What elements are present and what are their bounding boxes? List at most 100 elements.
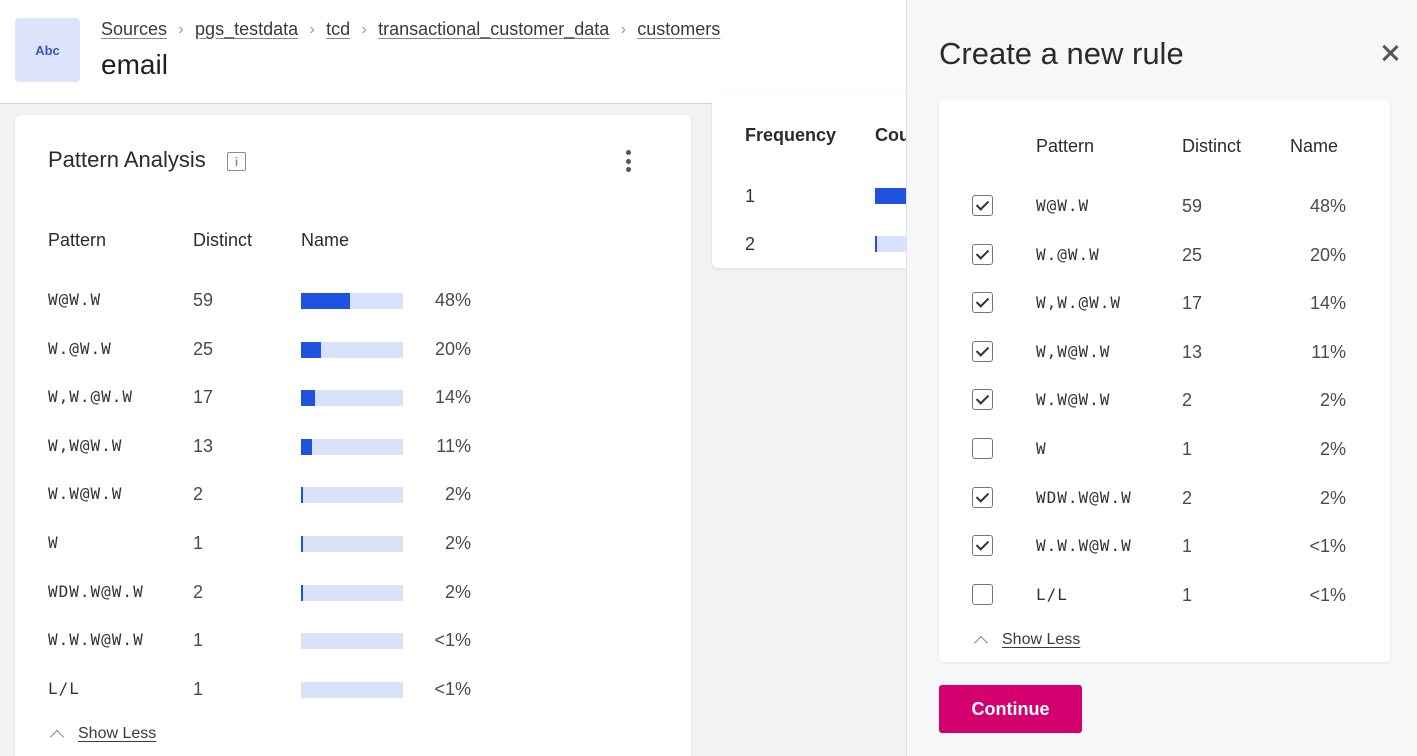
- percent-cell: 2%: [1319, 487, 1346, 508]
- chevron-up-icon: [973, 635, 989, 651]
- close-icon[interactable]: [1377, 40, 1403, 66]
- percent-bar-fill: [301, 438, 312, 455]
- pattern-cell: W.W@W.W: [48, 484, 123, 504]
- table-row: L/L 1 <1%: [15, 674, 691, 704]
- pattern-cell: W: [1036, 439, 1047, 458]
- row-checkbox[interactable]: [972, 486, 993, 508]
- percent-cell: 11%: [436, 435, 471, 456]
- column-header-pattern: Pattern: [1036, 136, 1095, 156]
- text-type-icon: Abc: [15, 18, 80, 82]
- pattern-cell: L/L: [48, 678, 80, 698]
- kebab-menu-icon[interactable]: [620, 148, 636, 174]
- percent-bar: [301, 487, 403, 504]
- table-row: W,W.@W.W 17 14%: [939, 288, 1390, 318]
- percent-cell: <1%: [1309, 536, 1346, 557]
- pattern-cell: W,W@W.W: [1036, 341, 1111, 361]
- create-rule-panel: Create a new rule Pattern Distinct Name …: [906, 0, 1417, 756]
- distinct-cell: 1: [193, 630, 204, 651]
- info-icon[interactable]: i: [227, 152, 246, 171]
- pattern-cell: W@W.W: [48, 290, 102, 309]
- percent-cell: 48%: [434, 290, 471, 310]
- table-row: W@W.W 59 48%: [15, 285, 691, 315]
- column-header-pattern: Pattern: [48, 230, 107, 250]
- table-row: WDW.W@W.W 2 2%: [15, 577, 691, 607]
- rule-pattern-card: Pattern Distinct Name W@W.W 59 48% W.@W.W 25…: [939, 99, 1390, 662]
- show-less-toggle[interactable]: Show Less: [48, 725, 157, 745]
- table-row: W,W.@W.W 17 14%: [15, 382, 691, 412]
- breadcrumb: Sources › pgs_testdata › tcd › transacti…: [101, 19, 720, 40]
- show-less-label: Show Less: [78, 725, 157, 742]
- card-title: Pattern Analysis: [48, 147, 206, 172]
- distinct-cell: 1: [193, 678, 204, 699]
- distinct-cell: 13: [1182, 341, 1203, 362]
- percent-bar-fill: [301, 536, 303, 552]
- pattern-cell: L/L: [1036, 584, 1068, 604]
- frequency-bar: [875, 188, 915, 204]
- distinct-cell: 1: [1182, 439, 1193, 459]
- percent-cell: <1%: [434, 678, 471, 699]
- table-row: W.W.W@W.W 1 <1%: [15, 625, 691, 655]
- breadcrumb-transactional-customer-data[interactable]: transactional_customer_data: [378, 19, 610, 39]
- breadcrumb-pgs-testdata[interactable]: pgs_testdata: [195, 19, 299, 39]
- breadcrumb-tcd[interactable]: tcd: [326, 19, 351, 39]
- pattern-cell: W: [48, 533, 59, 552]
- pattern-cell: WDW.W@W.W: [1036, 487, 1132, 507]
- column-header-count: Cou: [875, 125, 910, 145]
- row-checkbox[interactable]: [972, 389, 993, 411]
- distinct-cell: 59: [1182, 196, 1203, 216]
- column-header-distinct: Distinct: [193, 230, 253, 250]
- pattern-cell: W,W.@W.W: [48, 387, 134, 407]
- percent-bar: [301, 536, 403, 552]
- distinct-cell: 17: [193, 387, 214, 408]
- percent-bar-fill: [301, 487, 303, 504]
- row-checkbox[interactable]: [972, 340, 993, 362]
- show-less-label: Show Less: [1002, 631, 1081, 648]
- continue-button[interactable]: Continue: [939, 685, 1082, 733]
- percent-cell: 2%: [444, 533, 471, 553]
- percent-bar-fill: [301, 341, 321, 358]
- row-checkbox[interactable]: [972, 195, 993, 216]
- panel-title: Create a new rule: [939, 36, 1184, 71]
- pattern-cell: W.W.W@W.W: [1036, 536, 1132, 556]
- chevron-right-icon: ›: [361, 20, 367, 38]
- row-checkbox[interactable]: [972, 535, 993, 557]
- percent-bar: [301, 438, 403, 455]
- frequency-value: 1: [745, 186, 756, 206]
- table-row: W.W@W.W 2 2%: [15, 479, 691, 509]
- table-row: W,W@W.W 13 11%: [939, 337, 1390, 367]
- pattern-cell: W.W@W.W: [1036, 390, 1111, 410]
- row-checkbox[interactable]: [972, 243, 993, 265]
- percent-cell: <1%: [1309, 584, 1346, 605]
- pattern-cell: W.@W.W: [48, 338, 112, 358]
- page-title: email: [101, 49, 168, 80]
- show-less-toggle[interactable]: Show Less: [972, 631, 1081, 651]
- row-checkbox[interactable]: [972, 583, 993, 605]
- breadcrumb-sources[interactable]: Sources: [101, 19, 168, 39]
- pattern-cell: W.@W.W: [1036, 244, 1100, 264]
- distinct-cell: 25: [193, 338, 214, 359]
- pattern-cell: W@W.W: [1036, 196, 1090, 215]
- table-row: W.W.W@W.W 1 <1%: [939, 531, 1390, 561]
- table-row: W 1 2%: [15, 528, 691, 558]
- percent-bar: [301, 390, 403, 407]
- chevron-right-icon: ›: [620, 20, 626, 38]
- percent-cell: 20%: [434, 338, 471, 359]
- percent-bar: [301, 584, 403, 601]
- percent-cell: 2%: [1319, 439, 1346, 459]
- distinct-cell: 1: [1182, 584, 1193, 605]
- percent-bar-fill: [301, 390, 315, 407]
- pattern-analysis-card: Pattern Analysis i Pattern Distinct Name…: [15, 115, 691, 756]
- percent-bar: [301, 293, 403, 309]
- distinct-cell: 2: [193, 484, 204, 505]
- percent-bar: [301, 681, 403, 698]
- row-checkbox[interactable]: [972, 438, 993, 459]
- breadcrumb-customers[interactable]: customers: [637, 19, 721, 39]
- row-checkbox[interactable]: [972, 292, 993, 314]
- table-row: W 1 2%: [939, 434, 1390, 464]
- table-row: WDW.W@W.W 2 2%: [939, 483, 1390, 513]
- percent-cell: 14%: [1309, 293, 1346, 314]
- frequency-bar: [875, 236, 915, 252]
- distinct-cell: 25: [1182, 244, 1203, 265]
- column-header-frequency: Frequency: [745, 125, 837, 145]
- percent-bar: [301, 633, 403, 650]
